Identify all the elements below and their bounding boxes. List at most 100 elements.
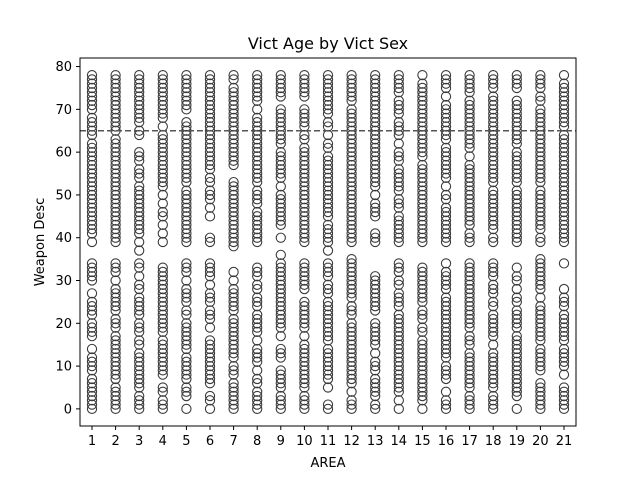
- data-point: [417, 211, 428, 222]
- data-point: [393, 343, 404, 355]
- data-point: [535, 313, 546, 325]
- data-point: [252, 356, 263, 367]
- data-point: [322, 82, 334, 94]
- data-point: [181, 176, 192, 188]
- data-point: [393, 117, 404, 128]
- data-point: [157, 369, 168, 380]
- data-point: [275, 288, 286, 299]
- data-point: [535, 262, 546, 273]
- data-point: [558, 236, 570, 248]
- data-point: [346, 236, 357, 248]
- data-point: [370, 228, 381, 239]
- data-point: [275, 382, 286, 393]
- data-point: [511, 176, 522, 188]
- data-point: [535, 386, 546, 397]
- data-point: [511, 369, 522, 380]
- data-point: [157, 322, 168, 333]
- data-point: [110, 215, 121, 226]
- data-point: [322, 69, 334, 81]
- data-point: [440, 301, 452, 312]
- data-point: [346, 352, 357, 363]
- data-point: [440, 159, 452, 171]
- data-point: [275, 104, 286, 115]
- data-point: [511, 159, 522, 171]
- data-point: [370, 168, 381, 179]
- x-tick-label: 4: [159, 434, 167, 449]
- data-point: [417, 82, 428, 94]
- data-point: [440, 146, 452, 158]
- data-point: [299, 91, 310, 102]
- data-point: [228, 322, 239, 333]
- data-point: [464, 125, 475, 136]
- data-point: [558, 348, 570, 359]
- data-point: [157, 365, 168, 376]
- data-point: [558, 322, 570, 333]
- data-point: [299, 112, 310, 124]
- data-point: [488, 206, 499, 218]
- data-point: [299, 108, 310, 119]
- data-point: [86, 262, 98, 273]
- data-point: [157, 69, 168, 81]
- data-point: [86, 352, 98, 363]
- data-point: [535, 211, 546, 222]
- data-point: [110, 134, 121, 145]
- data-point: [417, 198, 428, 209]
- data-point: [488, 172, 499, 183]
- data-point: [488, 155, 499, 166]
- data-point: [252, 301, 263, 312]
- data-point: [228, 146, 239, 158]
- data-point: [488, 215, 499, 226]
- data-point: [299, 168, 310, 179]
- data-point: [440, 104, 452, 115]
- data-point: [275, 403, 286, 415]
- data-point: [181, 373, 192, 385]
- data-point: [464, 185, 475, 196]
- data-point: [110, 352, 121, 363]
- data-point: [134, 309, 145, 320]
- data-point: [488, 138, 499, 149]
- data-point: [157, 296, 168, 308]
- data-point: [86, 95, 98, 106]
- data-point: [110, 373, 121, 385]
- data-point: [204, 138, 216, 149]
- data-point: [299, 134, 310, 145]
- data-point: [157, 142, 168, 154]
- x-tick-label: 18: [485, 434, 502, 449]
- data-point: [157, 262, 168, 273]
- data-point: [252, 95, 263, 106]
- data-point: [464, 104, 475, 115]
- data-point: [511, 296, 522, 308]
- data-point: [86, 271, 98, 282]
- data-point: [464, 390, 475, 402]
- data-point: [181, 69, 192, 81]
- data-point: [157, 112, 168, 124]
- data-point: [204, 74, 216, 85]
- data-point: [204, 313, 216, 325]
- data-point: [535, 275, 546, 286]
- data-point: [275, 343, 286, 355]
- data-point: [464, 301, 475, 312]
- data-point: [275, 82, 286, 94]
- data-point: [440, 296, 452, 308]
- data-point: [440, 206, 452, 218]
- data-point: [110, 275, 121, 286]
- data-point: [488, 99, 499, 111]
- data-point: [535, 378, 546, 389]
- data-point: [322, 99, 334, 111]
- data-point: [370, 296, 381, 308]
- data-point: [417, 403, 428, 415]
- data-point: [346, 211, 357, 222]
- data-point: [181, 202, 192, 213]
- data-point: [488, 189, 499, 201]
- data-point: [535, 215, 546, 226]
- data-point: [204, 343, 216, 355]
- data-point: [488, 258, 499, 269]
- data-point: [464, 134, 475, 145]
- data-point: [535, 198, 546, 209]
- data-point: [322, 305, 334, 316]
- data-point: [299, 365, 310, 376]
- data-point: [157, 236, 168, 248]
- data-point: [464, 360, 475, 372]
- data-point: [322, 151, 334, 162]
- data-point: [488, 403, 499, 415]
